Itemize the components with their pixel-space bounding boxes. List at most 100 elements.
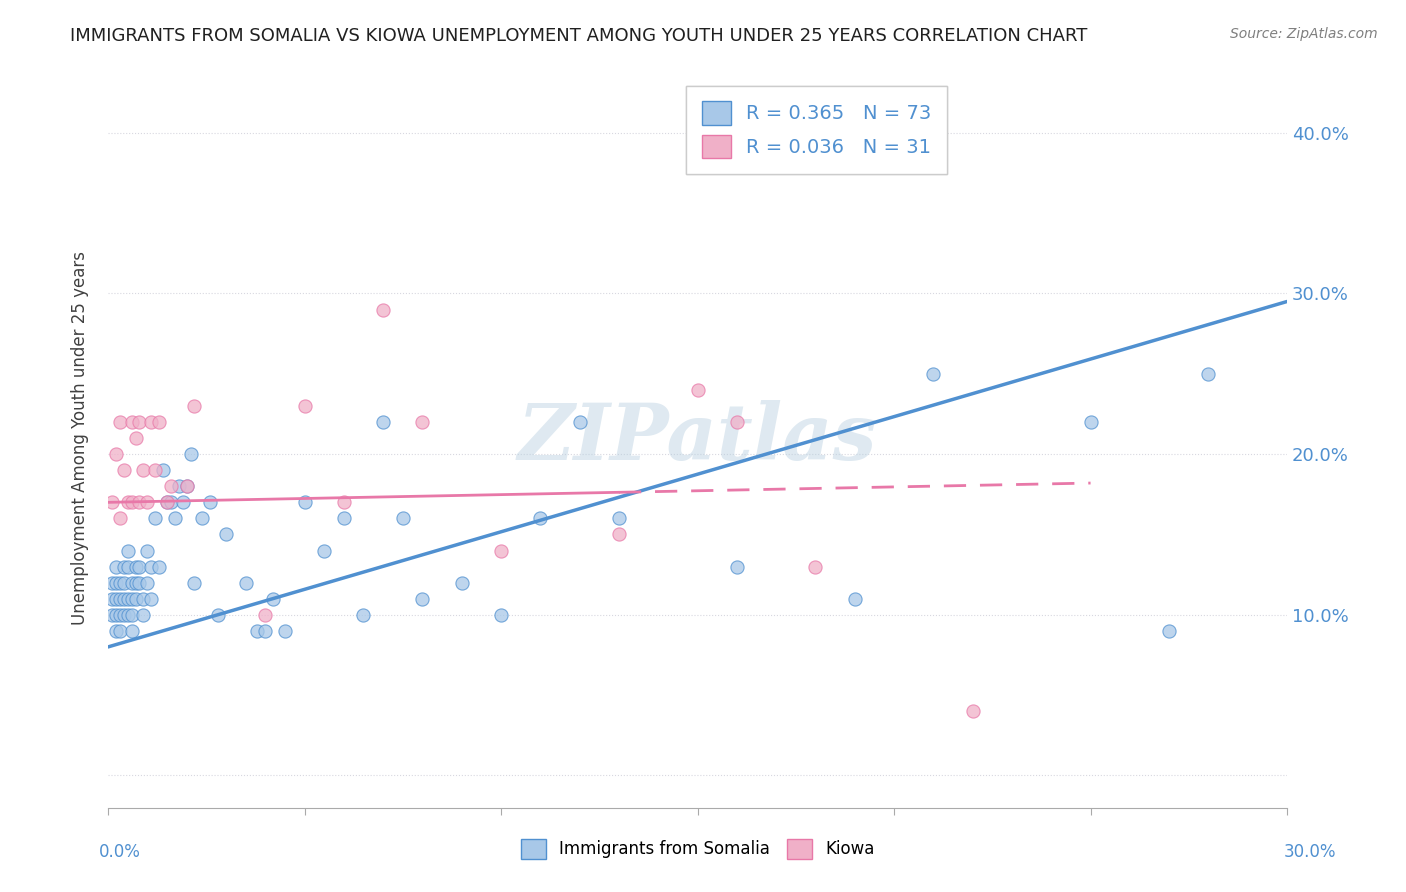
Point bbox=[152, 463, 174, 477]
Point bbox=[112, 591, 135, 606]
Point bbox=[124, 431, 146, 445]
Point bbox=[160, 495, 183, 509]
Point bbox=[489, 607, 512, 622]
Point bbox=[108, 624, 131, 638]
Point bbox=[108, 415, 131, 429]
Point bbox=[101, 591, 124, 606]
Point bbox=[128, 559, 150, 574]
Point bbox=[163, 511, 186, 525]
Point bbox=[529, 511, 551, 525]
Point bbox=[117, 543, 139, 558]
Point bbox=[104, 607, 127, 622]
Point bbox=[180, 447, 202, 461]
Point bbox=[183, 575, 205, 590]
Point bbox=[121, 415, 143, 429]
Point bbox=[198, 495, 221, 509]
Point bbox=[104, 559, 127, 574]
Point bbox=[101, 607, 124, 622]
Point bbox=[962, 704, 984, 718]
Y-axis label: Unemployment Among Youth under 25 years: Unemployment Among Youth under 25 years bbox=[72, 251, 89, 625]
Point bbox=[117, 607, 139, 622]
Point bbox=[246, 624, 269, 638]
Point bbox=[141, 415, 163, 429]
Point bbox=[1198, 367, 1220, 381]
Point bbox=[112, 607, 135, 622]
Point bbox=[117, 559, 139, 574]
Point bbox=[274, 624, 297, 638]
Point bbox=[124, 575, 146, 590]
Point bbox=[167, 479, 190, 493]
Point bbox=[121, 575, 143, 590]
Point bbox=[121, 495, 143, 509]
Point bbox=[294, 399, 316, 413]
Point bbox=[143, 511, 166, 525]
Point bbox=[371, 415, 394, 429]
Point bbox=[136, 543, 159, 558]
Point bbox=[148, 559, 170, 574]
Point bbox=[108, 607, 131, 622]
Text: Source: ZipAtlas.com: Source: ZipAtlas.com bbox=[1230, 27, 1378, 41]
Point bbox=[112, 463, 135, 477]
Point bbox=[176, 479, 198, 493]
Point bbox=[160, 479, 183, 493]
Point bbox=[215, 527, 238, 541]
Point bbox=[262, 591, 284, 606]
Text: 0.0%: 0.0% bbox=[98, 843, 141, 861]
Point bbox=[411, 415, 433, 429]
Point bbox=[104, 591, 127, 606]
Point bbox=[411, 591, 433, 606]
Point bbox=[104, 447, 127, 461]
Point bbox=[450, 575, 472, 590]
Point bbox=[117, 495, 139, 509]
Point bbox=[132, 591, 155, 606]
Point bbox=[235, 575, 257, 590]
Point bbox=[143, 463, 166, 477]
Point bbox=[333, 511, 356, 525]
Point bbox=[156, 495, 179, 509]
Point bbox=[353, 607, 375, 622]
Point bbox=[108, 591, 131, 606]
Point bbox=[117, 591, 139, 606]
Point bbox=[191, 511, 214, 525]
Point bbox=[141, 591, 163, 606]
Point bbox=[136, 575, 159, 590]
Point bbox=[121, 624, 143, 638]
Point bbox=[128, 575, 150, 590]
Point bbox=[156, 495, 179, 509]
Point bbox=[922, 367, 945, 381]
Point bbox=[121, 607, 143, 622]
Point bbox=[104, 575, 127, 590]
Legend: R = 0.365   N = 73, R = 0.036   N = 31: R = 0.365 N = 73, R = 0.036 N = 31 bbox=[686, 86, 948, 174]
Point bbox=[725, 559, 748, 574]
Point bbox=[101, 575, 124, 590]
Point bbox=[804, 559, 827, 574]
Point bbox=[371, 302, 394, 317]
Point bbox=[844, 591, 866, 606]
Point bbox=[254, 607, 277, 622]
Point bbox=[314, 543, 336, 558]
Text: 30.0%: 30.0% bbox=[1284, 843, 1336, 861]
Point bbox=[104, 624, 127, 638]
Point bbox=[132, 463, 155, 477]
Point bbox=[148, 415, 170, 429]
Point bbox=[725, 415, 748, 429]
Point bbox=[128, 495, 150, 509]
Point bbox=[136, 495, 159, 509]
Point bbox=[607, 511, 630, 525]
Point bbox=[686, 383, 709, 397]
Text: IMMIGRANTS FROM SOMALIA VS KIOWA UNEMPLOYMENT AMONG YOUTH UNDER 25 YEARS CORRELA: IMMIGRANTS FROM SOMALIA VS KIOWA UNEMPLO… bbox=[70, 27, 1088, 45]
Point bbox=[254, 624, 277, 638]
Point bbox=[121, 591, 143, 606]
Point bbox=[1159, 624, 1181, 638]
Point bbox=[132, 607, 155, 622]
Point bbox=[124, 559, 146, 574]
Point bbox=[172, 495, 194, 509]
Point bbox=[1080, 415, 1102, 429]
Point bbox=[112, 575, 135, 590]
Point bbox=[108, 575, 131, 590]
Point bbox=[333, 495, 356, 509]
Point bbox=[568, 415, 591, 429]
Point bbox=[112, 559, 135, 574]
Point bbox=[294, 495, 316, 509]
Point bbox=[108, 511, 131, 525]
